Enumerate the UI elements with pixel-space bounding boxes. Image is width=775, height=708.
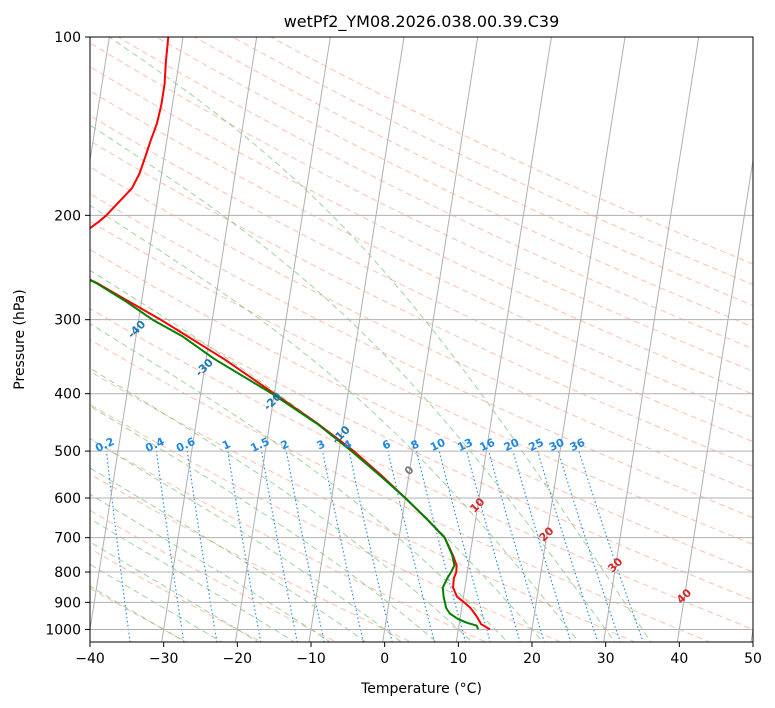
mixing-ratio-label: 13: [455, 436, 474, 454]
x-tick-label: −30: [149, 651, 179, 667]
mixing-ratio-label: 25: [526, 436, 545, 454]
moist-adiabat: [108, 37, 652, 642]
x-tick-label: 40: [670, 651, 688, 667]
moist-adiabat: [90, 585, 187, 642]
dry-adiabat: [90, 42, 753, 372]
isotherm: [603, 37, 700, 642]
y-tick-label: 600: [54, 491, 81, 507]
dry-adiabat: [90, 166, 753, 493]
mixing-ratio-label: 20: [502, 436, 522, 454]
x-tick-label: −10: [296, 651, 326, 667]
y-tick-label: 100: [54, 30, 81, 46]
isotherm: [90, 37, 184, 633]
dry-adiabat: [90, 403, 562, 642]
isotherm: [161, 37, 258, 642]
x-tick-label: 10: [449, 651, 467, 667]
isotherm: [234, 37, 331, 642]
isotherm: [90, 37, 110, 164]
y-tick-label: 300: [54, 313, 81, 329]
mixing-ratio-label: 30: [547, 436, 567, 454]
dry-adiabat: [155, 37, 753, 328]
moist-adiabat: [90, 367, 473, 642]
x-tick-label: 30: [597, 651, 615, 667]
dry-adiabat: [231, 37, 753, 286]
temperature-profile: [90, 37, 491, 631]
y-tick-label: 700: [54, 531, 81, 547]
plot-frame: [89, 36, 754, 643]
isotherm: [308, 37, 405, 642]
y-tick-label: 800: [54, 565, 81, 581]
dewpoint-profile: [90, 278, 480, 630]
dry-adiabat: [90, 548, 263, 642]
dry-adiabat: [90, 339, 712, 642]
dry-adiabat: [90, 114, 753, 443]
x-tick-label: 0: [380, 651, 389, 667]
dry-adiabat: [90, 193, 753, 519]
mixing-ratio-label: 36: [568, 436, 588, 454]
isotherm: [455, 37, 552, 642]
x-axis-label: Temperature (°C): [360, 681, 482, 697]
y-tick-label: 200: [54, 208, 81, 224]
y-axis-label: Pressure (hPa): [12, 289, 28, 389]
isotherm: [529, 37, 626, 642]
dry-adiabat: [90, 438, 487, 642]
dry-adiabat: [90, 370, 637, 642]
y-tick-label: 400: [54, 387, 81, 403]
plot-area: 0.10.20.40.611.52346810131620253036-100-…: [90, 37, 753, 642]
moist-adiabat: [90, 563, 223, 642]
y-tick-label: 500: [54, 444, 81, 460]
mixing-ratio-label: 16: [478, 436, 498, 454]
isotherm: [676, 157, 753, 642]
y-tick-label: 1000: [45, 622, 81, 638]
x-tick-label: 20: [523, 651, 541, 667]
dry-adiabat: [90, 90, 753, 419]
chart-title: wetPf2_YM08.2026.038.00.39.C39: [284, 12, 560, 32]
moist-adiabat: [90, 541, 260, 642]
x-tick-label: −40: [75, 651, 105, 667]
dry-adiabat: [90, 473, 413, 642]
dry-adiabat: [90, 587, 188, 642]
mixing-ratio-label: 10: [428, 436, 448, 454]
dry-adiabat: [90, 248, 753, 573]
x-tick-label: −20: [223, 651, 253, 667]
x-tick-label: 50: [744, 651, 762, 667]
moist-adiabat: [90, 467, 367, 642]
y-tick-label: 900: [54, 595, 81, 611]
dry-adiabat: [90, 220, 753, 545]
isotherm: [382, 37, 479, 642]
